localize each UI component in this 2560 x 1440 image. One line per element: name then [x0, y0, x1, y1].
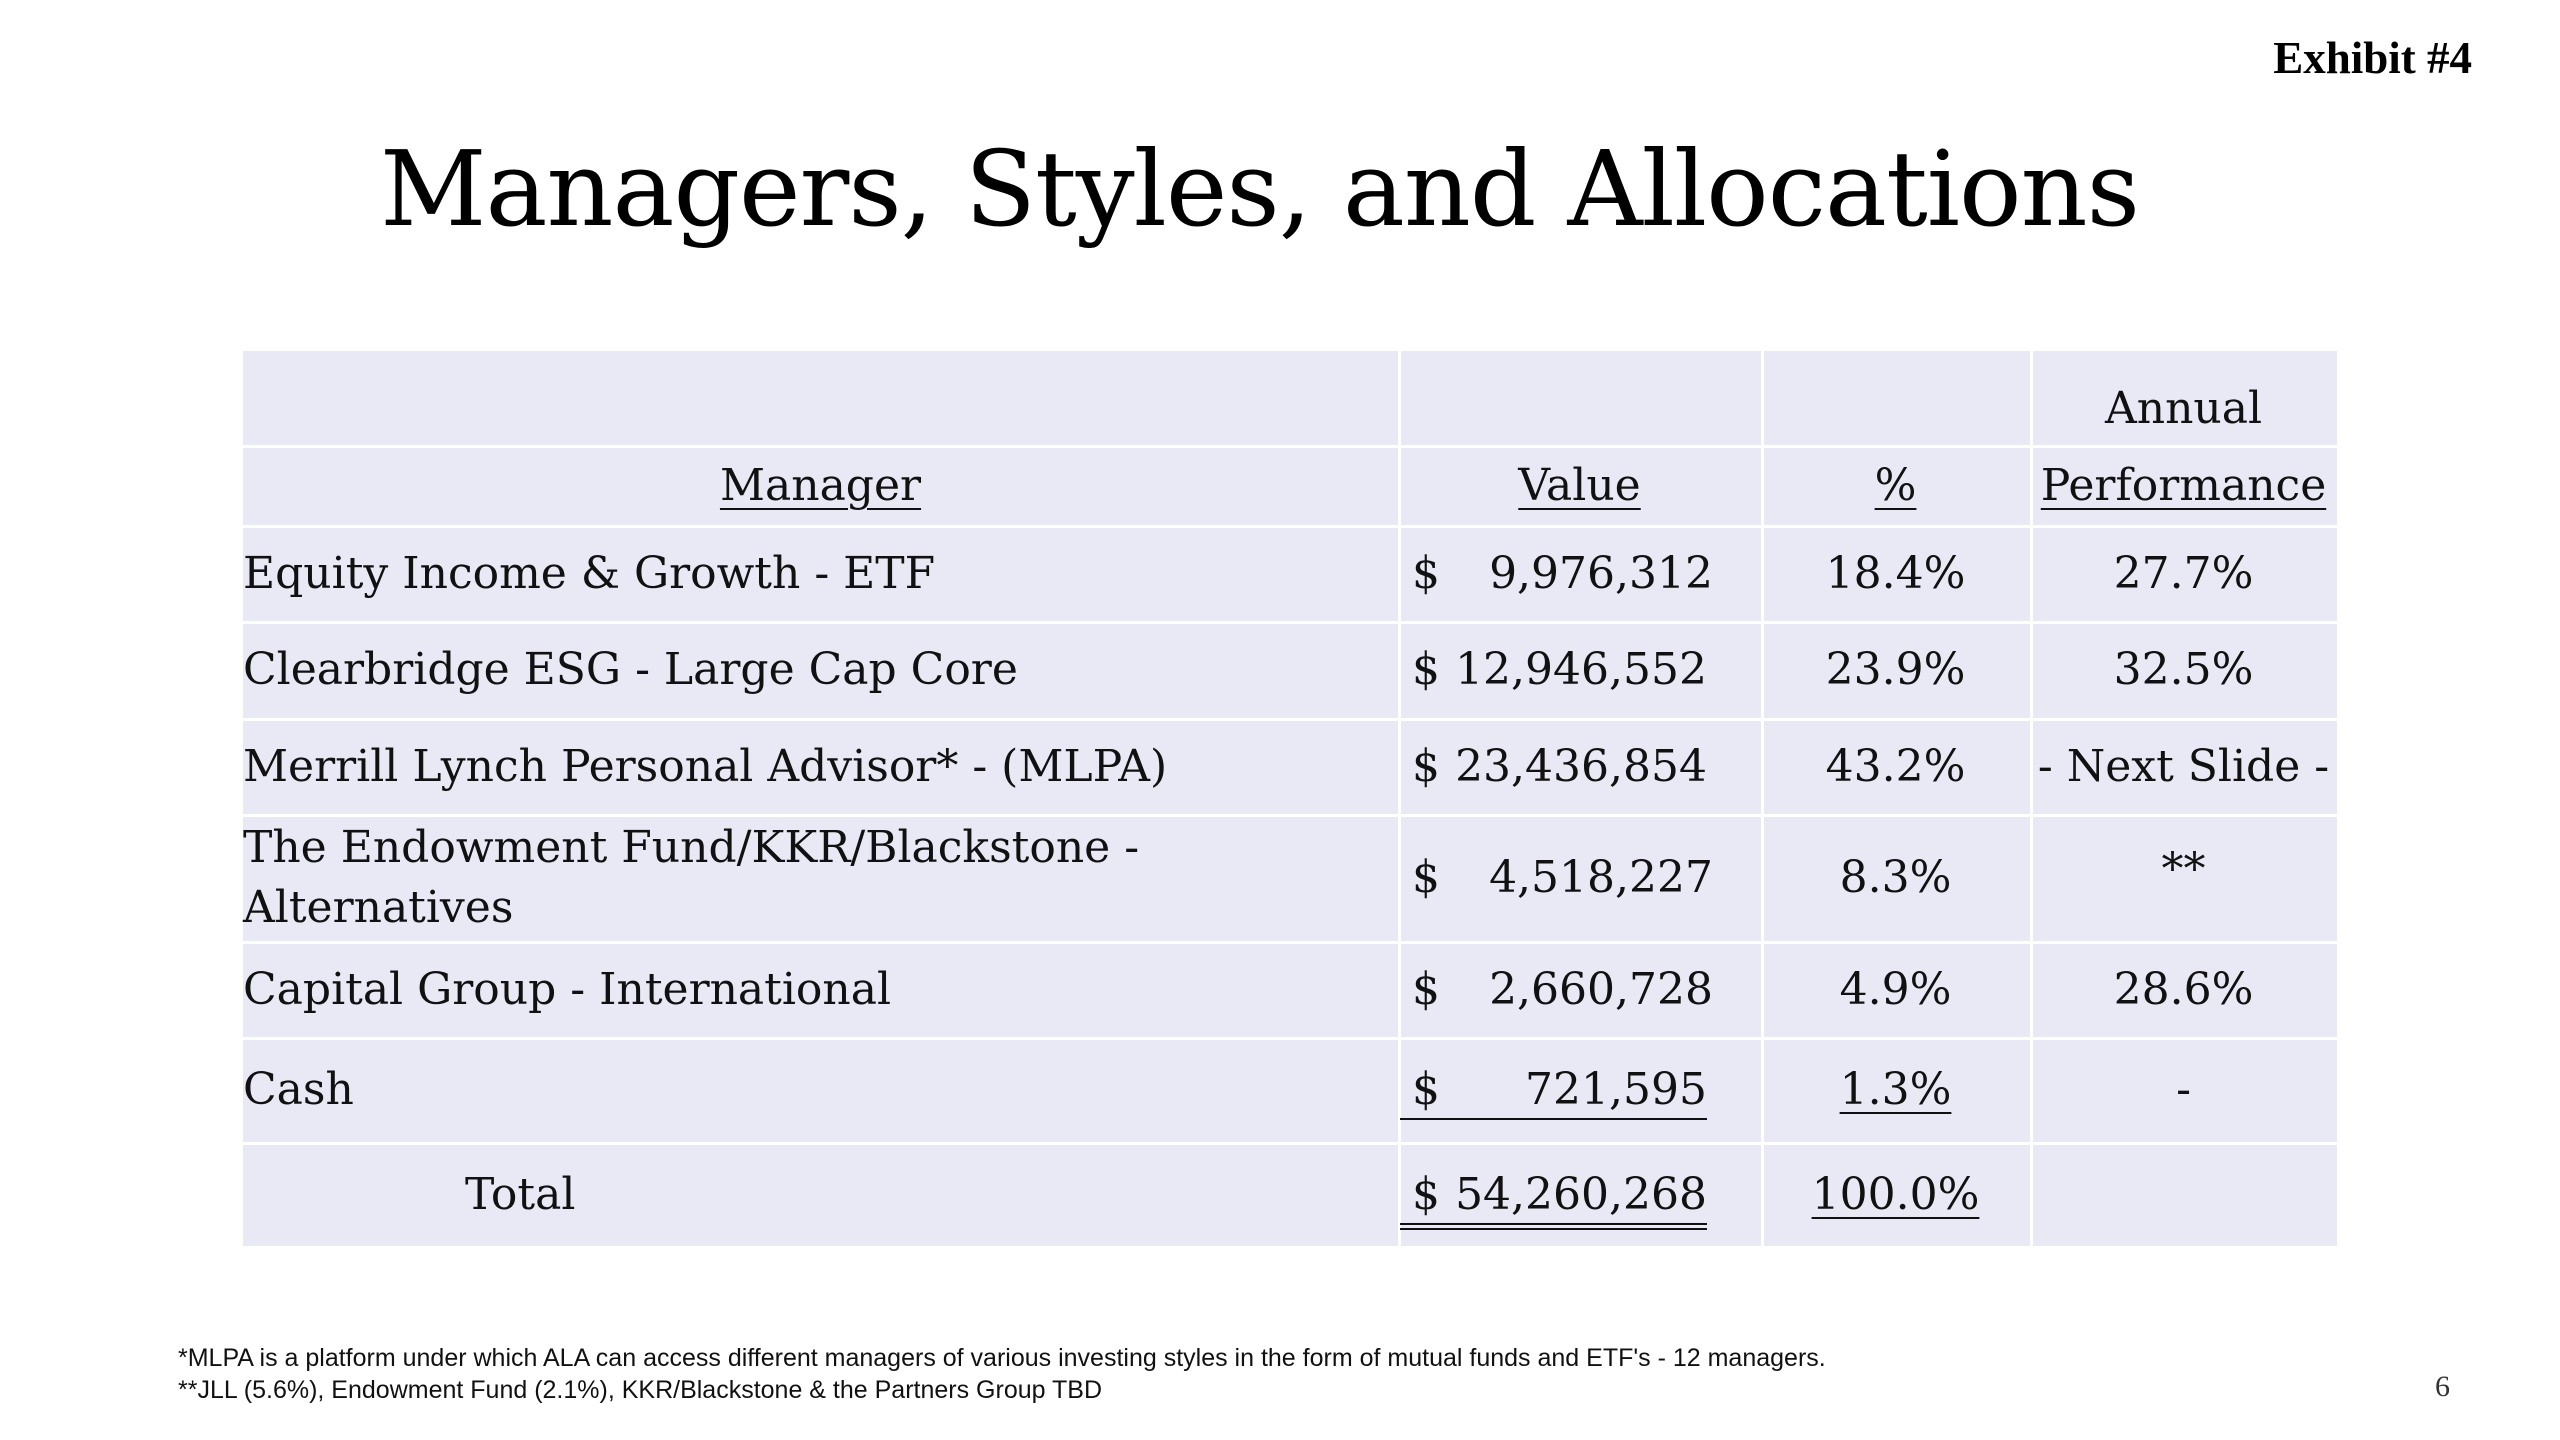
header-percent-text: % — [1874, 459, 1917, 511]
header-performance-line2-text: Performance — [2040, 459, 2327, 511]
value-double-underline — [1400, 1228, 1707, 1230]
footnote-alternatives: **JLL (5.6%), Endowment Fund (2.1%), KKR… — [178, 1376, 1103, 1404]
table-row-performance: 27.7% — [2113, 547, 2254, 599]
value-amount: 23,436,854 — [1455, 740, 1707, 792]
table-row-value: $ 2,660,728 — [1398, 941, 1761, 1037]
currency-symbol: $ — [1412, 740, 1440, 792]
header-manager-text: Manager — [719, 459, 922, 511]
total-value: $ 54,260,268 — [1398, 1142, 1761, 1246]
currency-symbol: $ — [1412, 1064, 1440, 1115]
value-underline — [1400, 1223, 1707, 1225]
header-performance-line2: Performance — [2030, 445, 2337, 525]
total-percent: 100.0% — [1761, 1142, 2030, 1246]
currency-symbol: $ — [1412, 852, 1440, 903]
header-value-text: Value — [1518, 459, 1641, 511]
value-amount: 9,976,312 — [1489, 547, 1713, 599]
table-row-percent: 18.4% — [1825, 547, 1966, 599]
table-row-percent: 4.9% — [1839, 963, 1952, 1015]
exhibit-label: Exhibit #4 — [2273, 33, 2472, 83]
value-amount: 2,660,728 — [1489, 963, 1713, 1015]
row-divider — [243, 718, 2337, 721]
table-row-value: $ 23,436,854 — [1398, 718, 1761, 814]
table-row-value: $ 9,976,312 — [1398, 525, 1761, 621]
table-row-performance: 28.6% — [2113, 963, 2254, 1015]
table-row-performance: 32.5% — [2113, 644, 2254, 695]
value-amount: 4,518,227 — [1489, 852, 1713, 903]
row-divider — [243, 1142, 2337, 1145]
value-amount: 54,260,268 — [1455, 1168, 1707, 1220]
table-row-performance: - — [2176, 1064, 2191, 1115]
currency-symbol: $ — [1412, 547, 1440, 599]
slide-title: Managers, Styles, and Allocations — [380, 128, 2140, 250]
table-row-value: $ 12,946,552 — [1398, 621, 1761, 718]
total-label: Total — [465, 1168, 576, 1220]
table-row-manager: Cash — [243, 1064, 354, 1115]
row-divider — [243, 814, 2337, 817]
total-performance — [2030, 1142, 2337, 1246]
row-divider — [243, 941, 2337, 944]
currency-symbol: $ — [1412, 644, 1440, 695]
column-divider — [1761, 351, 1764, 1246]
table-row-performance: ** — [2161, 843, 2206, 895]
footnote-mlpa: *MLPA is a platform under which ALA can … — [178, 1344, 1826, 1372]
value-amount: 721,595 — [1525, 1064, 1707, 1115]
percent-value: 1.3% — [1839, 1064, 1952, 1115]
table-row-manager: The Endowment Fund/KKR/Blackstone - Alte… — [243, 821, 1140, 933]
table-row-manager: Capital Group - International — [243, 963, 892, 1015]
header-performance-line1-text: Annual — [2104, 382, 2263, 434]
table-row-value: $ 4,518,227 — [1398, 814, 1761, 941]
row-divider — [243, 1037, 2337, 1040]
header-percent: % — [1761, 445, 2030, 525]
currency-symbol: $ — [1412, 1168, 1440, 1220]
table-row-percent: 23.9% — [1825, 644, 1966, 695]
value-amount: 12,946,552 — [1455, 644, 1707, 695]
currency-symbol: $ — [1412, 963, 1440, 1015]
row-divider — [243, 621, 2337, 624]
table-row-value: $ 721,595 — [1398, 1037, 1761, 1142]
header-manager: Manager — [243, 445, 1398, 525]
allocation-table: Annual Manager Value % Performance Equit… — [243, 351, 2337, 1246]
header-performance-line1: Annual — [2030, 351, 2337, 445]
percent-value: 100.0% — [1811, 1168, 1980, 1220]
header-value: Value — [1398, 445, 1761, 525]
table-row-percent: 1.3% — [1761, 1037, 2030, 1142]
column-divider — [1398, 351, 1401, 1246]
value-underline — [1400, 1118, 1707, 1120]
table-row-percent: 8.3% — [1839, 852, 1952, 903]
page-number: 6 — [2435, 1370, 2450, 1403]
row-divider — [243, 445, 2337, 448]
table-row-manager: Clearbridge ESG - Large Cap Core — [243, 644, 1018, 695]
table-row-manager: Merrill Lynch Personal Advisor* - (MLPA) — [243, 740, 1168, 792]
table-row-performance: - Next Slide - — [2037, 740, 2330, 792]
table-row-percent: 43.2% — [1825, 740, 1966, 792]
column-divider — [2030, 351, 2033, 1246]
row-divider — [243, 525, 2337, 528]
table-row-manager: Equity Income & Growth - ETF — [243, 547, 936, 599]
